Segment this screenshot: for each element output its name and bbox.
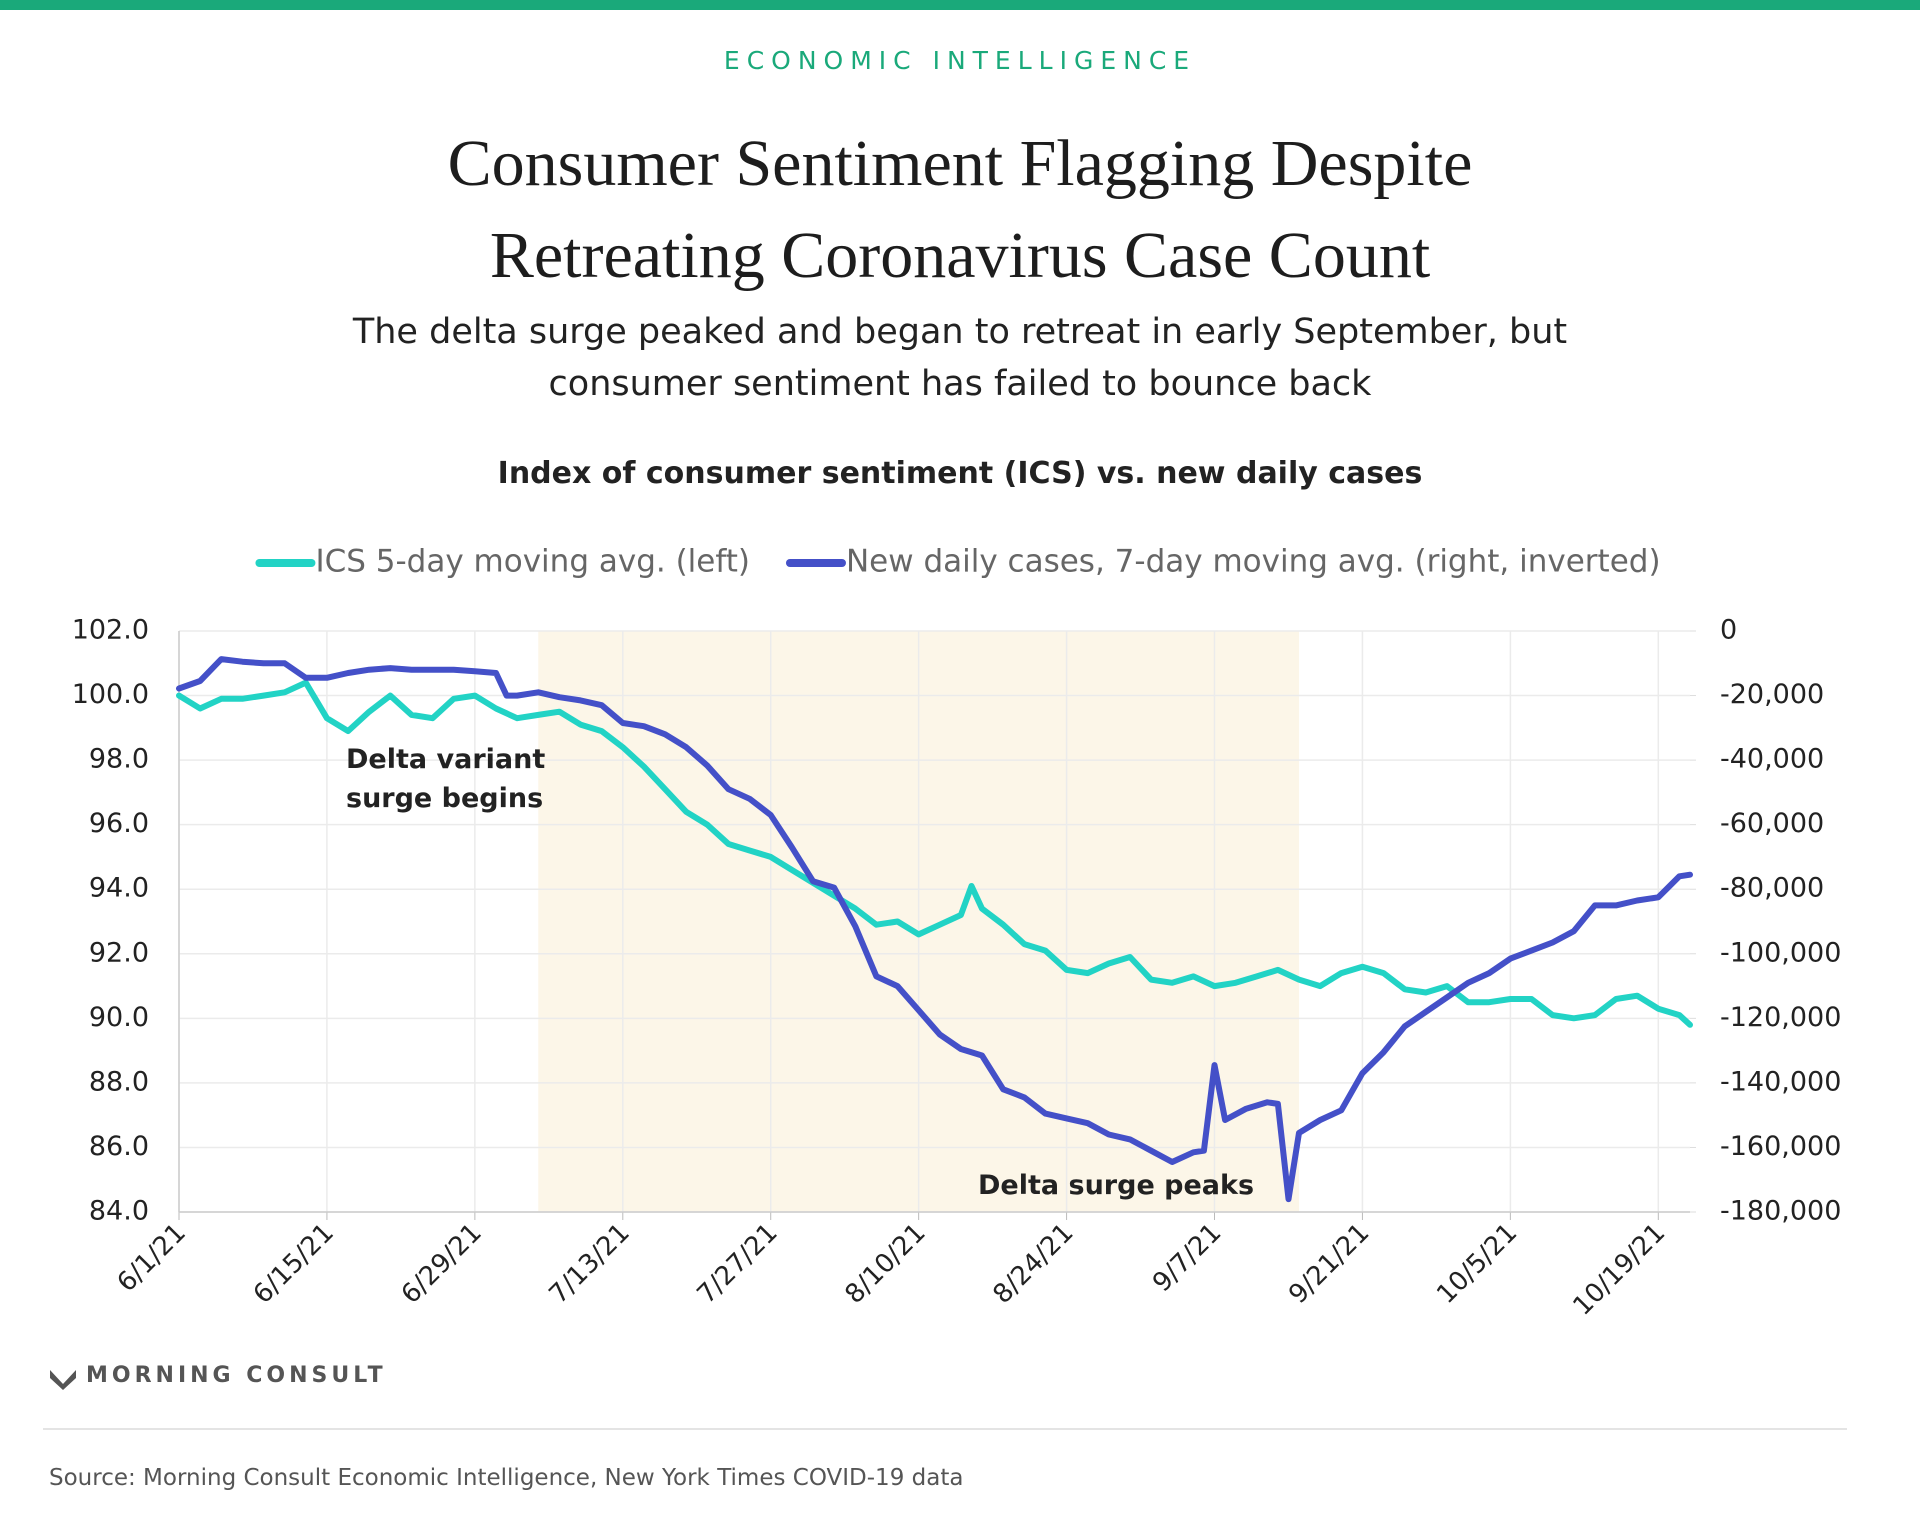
x-tick-label: 6/1/21	[112, 1218, 192, 1298]
annotation: Delta variant surge begins	[346, 744, 546, 814]
kicker: ECONOMIC INTELLIGENCE	[723, 46, 1197, 75]
y2-tick-label: -80,000	[1720, 873, 1824, 904]
y2-tick-label: -160,000	[1720, 1131, 1841, 1162]
y2-tick-label: -180,000	[1720, 1196, 1841, 1227]
y2-tick-label: -40,000	[1720, 744, 1824, 775]
y-tick-label: 100.0	[72, 679, 149, 710]
y-tick-label: 94.0	[89, 873, 149, 904]
x-tick-label: 9/21/21	[1283, 1218, 1375, 1310]
y-tick-label: 98.0	[89, 744, 149, 775]
logo: MORNING CONSULT	[86, 1363, 387, 1388]
x-tick-label: 7/27/21	[692, 1218, 784, 1310]
y-tick-label: 102.0	[72, 615, 149, 646]
x-tick-label: 10/5/21	[1431, 1218, 1523, 1310]
x-tick-label: 8/24/21	[987, 1218, 1079, 1310]
x-tick-label: 6/15/21	[248, 1218, 340, 1310]
y2-tick-label: -60,000	[1720, 808, 1824, 839]
y2-tick-label: -120,000	[1720, 1002, 1841, 1033]
legend-label: ICS 5-day moving avg. (left)	[315, 544, 750, 580]
y-tick-label: 92.0	[89, 937, 149, 968]
y-tick-label: 86.0	[89, 1131, 149, 1162]
series-line	[176, 679, 1693, 1028]
y-tick-label: 88.0	[89, 1066, 149, 1097]
chart-title: Consumer Sentiment Flagging Despite Retr…	[447, 127, 1473, 292]
y-tick-label: 96.0	[89, 808, 149, 839]
subtitle: The delta surge peaked and began to retr…	[352, 312, 1568, 404]
x-tick-label: 6/29/21	[396, 1218, 488, 1310]
x-tick-label: 8/10/21	[840, 1218, 932, 1310]
source: Source: Morning Consult Economic Intelli…	[49, 1465, 964, 1491]
y2-tick-label: -140,000	[1720, 1066, 1841, 1097]
legend-label: New daily cases, 7-day moving avg. (righ…	[846, 544, 1661, 580]
x-tick-label: 10/19/21	[1567, 1218, 1671, 1322]
logo-mark	[50, 1370, 76, 1390]
separator	[43, 1428, 1847, 1430]
y-tick-label: 84.0	[89, 1196, 149, 1227]
annotation: Delta surge peaks	[978, 1170, 1255, 1201]
chart-subtitle: Index of consumer sentiment (ICS) vs. ne…	[497, 456, 1423, 491]
legend: ICS 5-day moving avg. (left) New daily ca…	[255, 544, 1661, 580]
x-tick-label: 7/13/21	[544, 1218, 636, 1310]
x-tick-label: 9/7/21	[1147, 1218, 1227, 1298]
top-bar	[0, 0, 1920, 10]
chart: 84.0 86.0 88.0 90.0 92.0 94.0 96.0 98.0 100.0 102…	[72, 544, 1842, 1322]
y2-tick-label: 0	[1720, 615, 1737, 646]
y2-tick-label: -20,000	[1720, 679, 1824, 710]
y2-tick-label: -100,000	[1720, 937, 1841, 968]
series-line	[176, 656, 1693, 1203]
y-tick-label: 90.0	[89, 1002, 149, 1033]
